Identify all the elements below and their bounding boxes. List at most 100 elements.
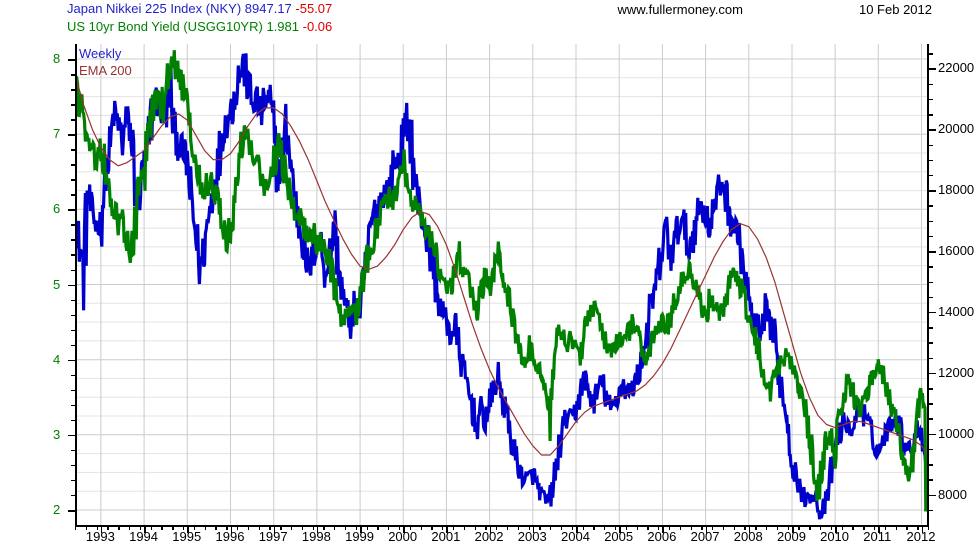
x-axis-label: 1998 (301, 529, 331, 544)
x-axis-label: 2005 (604, 529, 634, 544)
x-axis-minor-tick (809, 527, 811, 530)
right-axis-tick (929, 235, 933, 238)
x-axis-minor-tick (874, 527, 876, 530)
right-axis-tick (929, 144, 933, 147)
left-axis-tick (71, 404, 75, 407)
x-axis-tick (403, 527, 405, 533)
x-axis-minor-tick (237, 527, 239, 530)
right-axis-tick (929, 464, 933, 466)
right-axis-tick (929, 98, 933, 101)
x-axis-minor-tick (496, 527, 498, 530)
right-axis-tick (929, 357, 933, 360)
x-axis-minor-tick (431, 527, 433, 530)
right-axis-tick (929, 296, 933, 299)
left-axis-tick (71, 419, 75, 422)
x-axis-minor-tick (658, 527, 660, 530)
right-axis-label: 22000 (938, 60, 975, 76)
left-axis-tick (71, 314, 75, 317)
x-axis-tick (835, 527, 837, 533)
x-axis-minor-tick (258, 527, 260, 530)
left-axis-tick (71, 104, 75, 106)
right-axis-tick (929, 388, 933, 390)
bond-header: US 10yr Bond Yield (USGG10YR) 1.981 -0.0… (67, 19, 332, 35)
right-axis-tick (929, 311, 936, 314)
left-axis-tick (71, 224, 75, 226)
right-axis-tick (929, 448, 933, 451)
right-axis-label: 20000 (938, 121, 975, 137)
nikkei-label: Japan Nikkei 225 Index (NKY) (67, 1, 242, 16)
x-axis-minor-tick (355, 527, 358, 530)
x-axis-minor-tick (917, 527, 919, 530)
left-axis-tick (71, 119, 75, 121)
right-axis-label: 10000 (938, 425, 975, 441)
x-axis-minor-tick (625, 527, 628, 530)
x-axis-minor-tick (334, 527, 336, 530)
x-axis-minor-tick (679, 527, 682, 530)
left-axis-tick (71, 299, 75, 302)
x-axis-minor-tick (290, 527, 293, 530)
x-axis-minor-tick (85, 527, 88, 530)
left-axis-tick (68, 434, 75, 437)
x-axis-label: 1993 (85, 529, 115, 544)
left-axis-tick (71, 179, 75, 181)
x-axis-minor-tick (895, 527, 897, 530)
x-axis-tick (316, 527, 319, 533)
x-axis-minor-tick (863, 527, 865, 530)
x-axis-minor-tick (733, 527, 735, 530)
x-axis-minor-tick (301, 527, 304, 530)
left-axis-tick (71, 149, 75, 151)
right-axis-tick (929, 83, 933, 86)
left-axis-tick (71, 449, 75, 452)
x-axis-tick (619, 527, 621, 533)
right-axis-tick (929, 129, 936, 131)
left-axis-tick (71, 239, 75, 241)
website-label: www.fullermoney.com (617, 2, 743, 17)
x-axis-minor-tick (323, 527, 325, 530)
right-axis-tick (929, 342, 933, 344)
x-axis-tick (921, 527, 924, 533)
x-axis-minor-tick (344, 527, 347, 530)
left-axis-tick (71, 194, 75, 196)
x-axis-label: 1995 (172, 529, 202, 544)
x-axis-minor-tick (409, 527, 412, 530)
left-axis-label: 7 (53, 126, 61, 142)
x-axis-label: 2001 (431, 529, 461, 544)
x-axis-minor-tick (550, 527, 552, 530)
x-axis-minor-tick (560, 527, 563, 530)
x-axis-minor-tick (183, 527, 185, 530)
x-axis-label: 1999 (345, 529, 375, 544)
x-axis-minor-tick (150, 527, 152, 530)
right-axis-label: 16000 (938, 243, 975, 258)
left-axis-label: 2 (53, 502, 61, 517)
x-axis-minor-tick (528, 527, 530, 530)
x-axis-minor-tick (776, 527, 779, 530)
left-axis-tick (68, 510, 75, 512)
x-axis-minor-tick (614, 527, 617, 530)
x-axis-minor-tick (884, 527, 887, 530)
x-axis-minor-tick (247, 527, 250, 530)
left-axis-tick (68, 359, 75, 362)
x-axis-minor-tick (193, 527, 196, 530)
x-axis-tick (792, 527, 794, 533)
right-axis-tick (929, 327, 933, 329)
right-axis-tick (929, 281, 933, 284)
x-axis-label: 2010 (820, 529, 850, 544)
x-axis-tick (100, 527, 103, 533)
x-axis-minor-tick (690, 527, 692, 530)
right-axis-tick (929, 403, 933, 405)
left-axis-tick (68, 209, 75, 211)
x-axis-label: 2009 (777, 529, 806, 544)
x-axis-tick (230, 527, 233, 533)
right-axis-tick (929, 479, 933, 481)
legend: Weekly EMA 200 (79, 45, 132, 79)
x-axis-minor-tick (701, 527, 703, 530)
x-axis-label: 2003 (517, 529, 547, 544)
series-lines (75, 50, 928, 520)
left-axis-tick (71, 464, 75, 467)
left-axis-tick (71, 374, 75, 377)
x-axis-minor-tick (75, 527, 77, 530)
right-axis-tick (929, 494, 936, 497)
left-axis-tick (71, 89, 75, 91)
left-axis-tick (68, 284, 75, 287)
left-axis-label: 5 (53, 276, 61, 292)
